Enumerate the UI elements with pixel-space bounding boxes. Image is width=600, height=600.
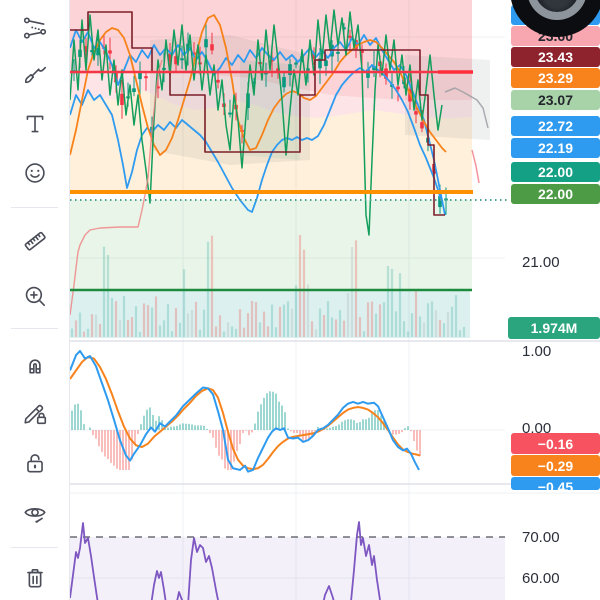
trend-line-tools-icon [23, 17, 47, 39]
rsi-pane[interactable] [70, 521, 505, 600]
axis-tick: 70.00 [522, 529, 560, 546]
magnet-icon [29, 359, 41, 374]
stoch-green [70, 9, 443, 236]
main-pane[interactable] [70, 0, 507, 338]
tool-emoji[interactable] [17, 155, 53, 191]
macd-pane[interactable] [70, 349, 421, 473]
tool-zoom-in[interactable] [17, 278, 53, 314]
patch-gray-2 [405, 55, 490, 140]
axis-tick: 21.00 [522, 254, 560, 271]
price-label: 23.07 [511, 90, 600, 110]
rsi-band [70, 537, 505, 600]
toolbar-divider [11, 207, 58, 208]
remove-drawings-icon [27, 568, 43, 588]
step-salmon [70, 59, 163, 316]
indicator-value-label: −0.45 [511, 477, 600, 490]
projection-pink [471, 149, 480, 184]
price-label: 22.19 [511, 138, 600, 158]
zoom-in-icon [25, 286, 46, 307]
zone-green [70, 200, 472, 290]
tool-measure[interactable] [17, 223, 53, 259]
axis-tick: 1.00 [522, 343, 552, 360]
price-label: 23.29 [511, 68, 600, 88]
price-label: 22.72 [511, 116, 600, 136]
ma-blue-fast [70, 29, 446, 216]
axis-tick: 60.00 [522, 570, 560, 587]
signal-line [70, 355, 421, 471]
price-scale[interactable]: 21.001.000.0070.0060.0023.6023.4323.2923… [505, 0, 600, 600]
toolbar-divider [11, 328, 58, 329]
indicator-value-label: −0.29 [511, 455, 600, 476]
price-label: 23.43 [511, 47, 600, 67]
measure-icon [24, 231, 46, 251]
price-label: 22.00 [511, 162, 600, 182]
tool-text[interactable] [17, 106, 53, 142]
tool-trend-line-tools[interactable] [17, 10, 53, 46]
text-icon [26, 115, 44, 133]
tool-magnet[interactable] [17, 346, 53, 382]
zone-teal-volume [70, 290, 470, 338]
ma-blue-slow [70, 64, 442, 213]
drawing-toolbar [0, 0, 70, 600]
rsi-line [70, 521, 381, 600]
volume-label: 1.974M [508, 317, 600, 339]
hide-drawings-icon [24, 507, 46, 523]
toolbar-divider [11, 547, 58, 548]
camera-cutout-lens [535, 0, 579, 12]
indicator-value-label: −0.16 [511, 433, 600, 454]
emoji-icon [25, 163, 45, 183]
price-label: 22.00 [511, 184, 600, 204]
projection-gray [444, 87, 489, 129]
axis-tick: 0.00 [522, 420, 552, 437]
tool-brush[interactable] [17, 55, 53, 91]
step-dark-red [70, 11, 445, 216]
tool-drawing-mode-lock[interactable] [17, 395, 53, 431]
tool-remove-drawings[interactable] [17, 560, 53, 596]
cloud-pink-inner [70, 0, 472, 100]
macd-line [70, 349, 420, 473]
drawing-mode-lock-icon [24, 404, 47, 425]
lock-drawings-icon [27, 454, 43, 473]
tool-hide-drawings[interactable] [17, 495, 53, 531]
tool-lock-drawings[interactable] [17, 445, 53, 481]
brush-icon [24, 66, 47, 84]
